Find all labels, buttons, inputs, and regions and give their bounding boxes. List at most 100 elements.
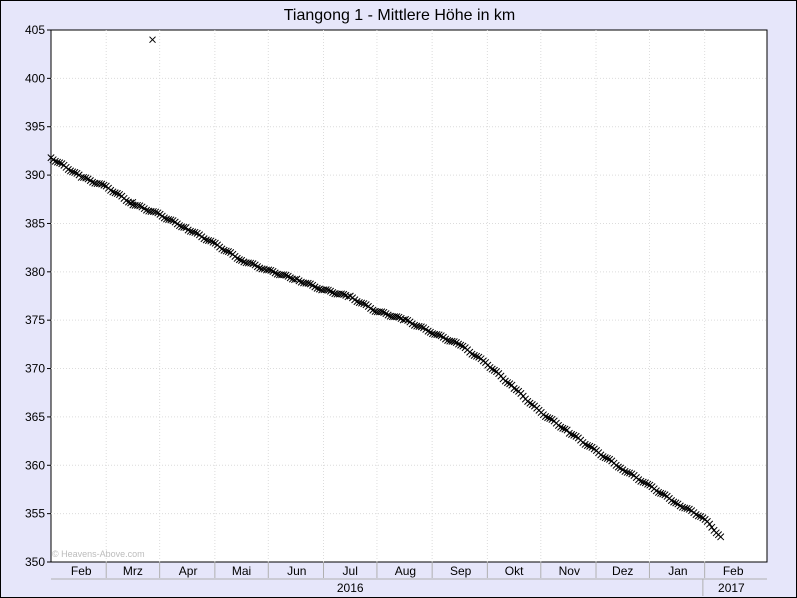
data-point <box>355 299 363 307</box>
marker-stroke <box>271 269 279 277</box>
marker-stroke <box>220 246 228 254</box>
marker-stroke <box>256 264 264 272</box>
data-point <box>82 174 90 182</box>
marker-stroke <box>614 463 622 471</box>
data-point <box>233 254 241 262</box>
marker-stroke <box>313 284 321 292</box>
data-point <box>435 331 443 339</box>
data-point <box>51 157 59 165</box>
marker-stroke <box>450 338 458 346</box>
data-point <box>71 168 79 177</box>
marker-stroke <box>111 189 119 197</box>
data-point <box>152 208 160 216</box>
data-point <box>546 414 554 422</box>
marker-stroke <box>561 425 569 433</box>
x-tick-label: Okt <box>505 564 524 578</box>
marker-stroke <box>189 228 197 236</box>
data-point <box>165 215 173 224</box>
marker-stroke <box>326 287 335 295</box>
data-point <box>384 311 392 319</box>
data-point <box>468 350 476 358</box>
data-point <box>541 413 550 421</box>
data-point <box>586 442 594 450</box>
marker-stroke <box>488 365 496 373</box>
data-point <box>424 327 432 335</box>
data-point <box>235 256 243 264</box>
data-point <box>184 226 192 234</box>
marker-stroke <box>546 414 554 422</box>
y-tick-label: 375 <box>25 313 45 327</box>
marker-stroke <box>295 277 303 285</box>
marker-stroke <box>490 366 498 374</box>
data-point <box>428 330 437 338</box>
data-point <box>614 463 622 471</box>
marker-stroke <box>369 306 377 314</box>
data-point <box>56 159 64 167</box>
marker-stroke <box>249 260 257 268</box>
marker-stroke <box>358 299 366 307</box>
data-point <box>683 504 691 513</box>
marker-stroke <box>625 469 634 477</box>
marker-stroke <box>683 504 691 513</box>
marker-stroke <box>657 489 665 497</box>
x-tick-label: Feb <box>723 564 744 578</box>
marker-stroke <box>583 441 591 450</box>
data-point <box>136 202 144 210</box>
data-point <box>426 328 434 336</box>
data-point <box>697 513 705 521</box>
data-point <box>557 423 565 431</box>
data-point <box>672 499 680 507</box>
data-point <box>657 489 665 497</box>
data-point <box>415 322 423 330</box>
data-point <box>175 222 184 230</box>
y-tick-label: 370 <box>25 362 45 376</box>
data-point <box>625 469 634 477</box>
data-point <box>450 338 458 346</box>
data-point <box>189 228 197 236</box>
data-point <box>344 293 352 301</box>
marker-stroke <box>258 265 266 273</box>
marker-stroke <box>56 159 64 167</box>
data-point <box>220 246 228 254</box>
data-point <box>324 286 332 294</box>
marker-stroke <box>304 279 312 287</box>
x-tick-label: Feb <box>71 564 92 578</box>
data-point <box>395 313 403 321</box>
marker-stroke <box>180 223 188 231</box>
marker-stroke <box>98 180 106 188</box>
marker-stroke <box>95 180 103 188</box>
data-point <box>304 279 312 287</box>
marker-stroke <box>694 512 702 520</box>
marker-stroke <box>235 256 243 264</box>
marker-stroke <box>697 513 705 521</box>
marker-stroke <box>639 478 647 486</box>
marker-stroke <box>184 226 192 234</box>
y-tick-label: 400 <box>25 71 45 85</box>
marker-stroke <box>355 299 363 307</box>
plot-area <box>50 29 768 563</box>
marker-stroke <box>563 426 571 434</box>
data-point <box>142 206 151 214</box>
marker-stroke <box>506 380 514 388</box>
data-point <box>441 335 450 343</box>
marker-stroke <box>621 467 629 475</box>
data-points <box>47 36 725 541</box>
data-point <box>291 276 299 284</box>
marker-stroke <box>544 414 552 422</box>
outlier-point <box>149 36 156 44</box>
marker-stroke <box>186 227 194 235</box>
data-point <box>503 379 512 387</box>
marker-stroke <box>222 247 230 255</box>
data-point <box>200 235 208 243</box>
marker-stroke <box>53 158 62 166</box>
marker-stroke <box>408 320 416 328</box>
marker-stroke <box>224 248 232 256</box>
data-point <box>623 468 631 476</box>
marker-stroke <box>692 510 700 519</box>
marker-stroke <box>628 470 636 478</box>
marker-stroke <box>133 201 142 209</box>
x-tick-label: Dez <box>612 564 633 578</box>
marker-stroke <box>100 181 108 189</box>
data-point <box>706 520 714 528</box>
marker-stroke <box>503 379 512 387</box>
